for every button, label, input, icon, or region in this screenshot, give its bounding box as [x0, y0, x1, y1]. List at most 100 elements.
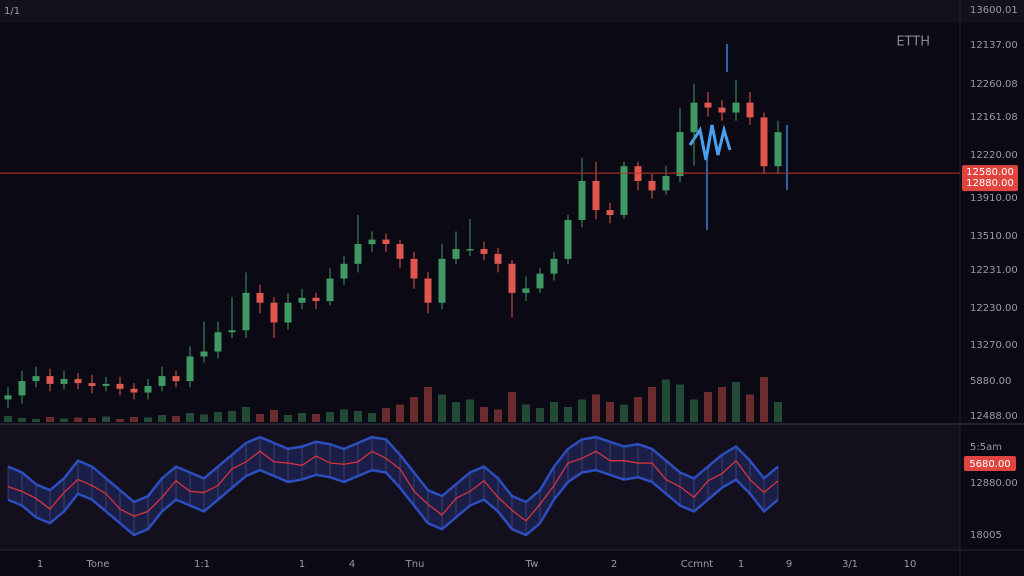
- lower-band: [7, 468, 779, 537]
- time-label: Ccmnt: [681, 559, 714, 570]
- volume-bar: [270, 410, 278, 422]
- corner-label: 1/1: [4, 6, 20, 17]
- volume-bar: [326, 412, 334, 422]
- candle-body: [704, 102, 712, 108]
- volume-bar: [382, 408, 390, 422]
- candle-body: [466, 249, 474, 251]
- candle-body: [102, 383, 110, 386]
- candle-body: [46, 376, 54, 384]
- candle-body: [648, 180, 656, 191]
- candle-body: [172, 376, 180, 382]
- volume-bar: [116, 419, 124, 422]
- candle-body: [256, 292, 264, 303]
- current-price-sub: 12880.00: [966, 178, 1014, 189]
- volume-bar: [690, 399, 698, 422]
- candle-body: [690, 102, 698, 133]
- candle-body: [732, 102, 740, 113]
- volume-bar: [4, 416, 12, 422]
- volume-bar: [186, 413, 194, 422]
- volume-bar: [284, 415, 292, 422]
- candle-body: [4, 395, 12, 400]
- volume-bar: [60, 418, 68, 422]
- candle-body: [424, 278, 432, 303]
- time-label: 9: [786, 559, 792, 570]
- candle-body: [508, 263, 516, 293]
- volume-bar: [200, 414, 208, 422]
- volume-bar: [438, 394, 446, 422]
- candle-body: [158, 376, 166, 386]
- volume-bar: [228, 411, 236, 422]
- volume-bar: [396, 404, 404, 422]
- volume-bar: [256, 414, 264, 422]
- volume-bar: [340, 409, 348, 422]
- band-area: [8, 437, 778, 536]
- price-tag: [962, 165, 1018, 192]
- indicator-panel: [0, 424, 960, 550]
- candle-body: [88, 383, 96, 386]
- volume-bar: [648, 387, 656, 422]
- volume-bar: [508, 392, 516, 422]
- time-label: 4: [349, 559, 355, 570]
- blue-annotation: [688, 44, 788, 230]
- time-label: 10: [904, 559, 917, 570]
- candle-body: [746, 102, 754, 118]
- candle-body: [774, 132, 782, 167]
- price-label: 12260.08: [970, 79, 1018, 90]
- volume-bar: [662, 379, 670, 422]
- volume-bar: [172, 416, 180, 422]
- volume-bar: [536, 408, 544, 422]
- annotation-wave: [688, 124, 732, 161]
- volume-bar: [718, 387, 726, 422]
- volume-bar: [494, 409, 502, 422]
- volume-bar: [32, 419, 40, 422]
- volume-bar: [18, 418, 26, 422]
- candle-body: [396, 244, 404, 259]
- upper-band: [7, 435, 779, 504]
- time-label: 1:1: [194, 559, 210, 570]
- volume-bar: [578, 399, 586, 422]
- candle-body: [32, 376, 40, 382]
- candle-body: [144, 385, 152, 393]
- candle-body: [592, 180, 600, 211]
- top-bar: [0, 0, 1024, 22]
- candle-body: [522, 288, 530, 293]
- candle-body: [760, 117, 768, 167]
- volume-bar: [620, 404, 628, 422]
- time-label: Tone: [85, 559, 109, 570]
- volume-bar: [214, 412, 222, 422]
- volume-bar: [46, 417, 54, 422]
- volume-bar: [368, 413, 376, 422]
- volume-bar: [452, 402, 460, 422]
- panel-label: 18005: [970, 530, 1002, 541]
- candle-body: [550, 258, 558, 274]
- candle-body: [564, 219, 572, 259]
- price-label: 13910.00: [970, 193, 1018, 204]
- volume-bar: [760, 377, 768, 422]
- volume-bar: [732, 382, 740, 422]
- candle-body: [494, 253, 502, 264]
- volume-bar: [424, 387, 432, 422]
- volume-bar: [550, 402, 558, 422]
- price-label: 13600.01: [970, 5, 1018, 16]
- volume-bar: [144, 417, 152, 422]
- price-label: 13510.00: [970, 231, 1018, 242]
- price-label: 12230.00: [970, 303, 1018, 314]
- volume-bar: [466, 399, 474, 422]
- current-price-label: 12580.00: [966, 167, 1014, 178]
- candle-body: [718, 107, 726, 113]
- price-label: 12220.00: [970, 150, 1018, 161]
- time-label: Tw: [525, 559, 539, 570]
- panel-tag: [964, 456, 1016, 471]
- panel-highlight: 5680.00: [969, 459, 1010, 470]
- time-label: 1: [738, 559, 744, 570]
- volume-bar: [592, 394, 600, 422]
- candle-body: [452, 249, 460, 259]
- time-label: 1: [37, 559, 43, 570]
- candle-body: [368, 239, 376, 245]
- volume-bar: [480, 407, 488, 422]
- volume-bar: [312, 414, 320, 422]
- candle-body: [382, 239, 390, 245]
- candle-body: [130, 388, 138, 393]
- candle-body: [578, 180, 586, 220]
- volume-bar: [746, 394, 754, 422]
